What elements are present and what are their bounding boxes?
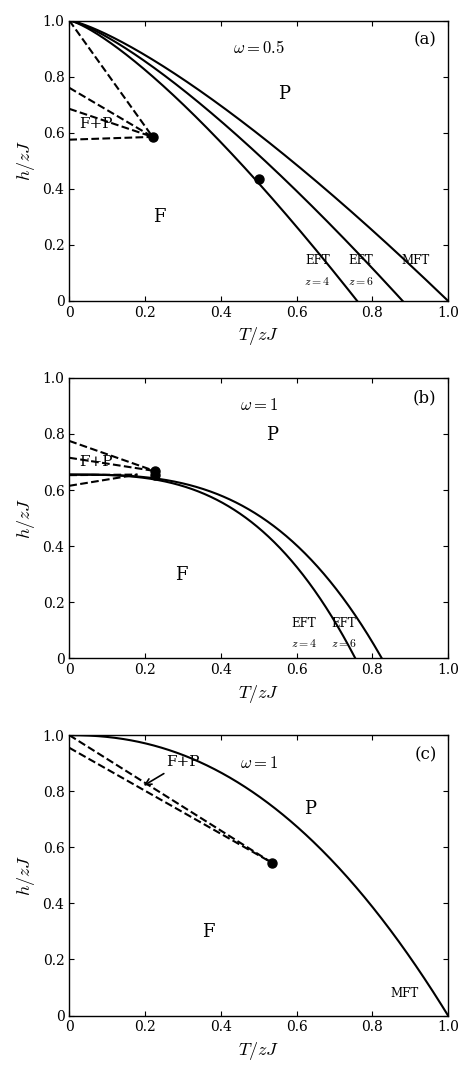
Text: $z=6$: $z=6$	[348, 276, 374, 289]
X-axis label: $T/zJ$: $T/zJ$	[238, 1040, 279, 1062]
Text: EFT: EFT	[305, 254, 330, 267]
Y-axis label: $h/zJ$: $h/zJ$	[15, 140, 37, 181]
Text: $\omega = 1$: $\omega = 1$	[240, 755, 278, 772]
Text: F: F	[202, 923, 214, 941]
Text: F: F	[153, 209, 165, 226]
Text: $z=4$: $z=4$	[291, 637, 318, 649]
X-axis label: $T/zJ$: $T/zJ$	[238, 325, 279, 348]
Text: (c): (c)	[414, 746, 437, 764]
Text: (b): (b)	[413, 389, 437, 406]
Y-axis label: $h/zJ$: $h/zJ$	[15, 498, 37, 538]
Text: EFT: EFT	[331, 617, 356, 630]
Text: F: F	[175, 565, 188, 584]
Text: P: P	[278, 85, 290, 103]
Text: $\omega = 1$: $\omega = 1$	[240, 397, 278, 415]
Text: EFT: EFT	[292, 617, 317, 630]
Text: EFT: EFT	[348, 254, 374, 267]
Text: MFT: MFT	[391, 988, 419, 1001]
Text: $z=4$: $z=4$	[304, 276, 331, 289]
Text: F+P: F+P	[79, 117, 112, 131]
Y-axis label: $h/zJ$: $h/zJ$	[15, 855, 37, 896]
Text: P: P	[266, 425, 278, 444]
Text: (a): (a)	[414, 31, 437, 48]
X-axis label: $T/zJ$: $T/zJ$	[238, 683, 279, 704]
Text: $z=6$: $z=6$	[331, 637, 357, 649]
Text: $\omega = 0.5$: $\omega = 0.5$	[233, 40, 284, 57]
Text: F+P: F+P	[79, 456, 112, 470]
Text: P: P	[304, 800, 316, 817]
Text: MFT: MFT	[402, 254, 430, 267]
Text: F+P: F+P	[145, 755, 200, 785]
